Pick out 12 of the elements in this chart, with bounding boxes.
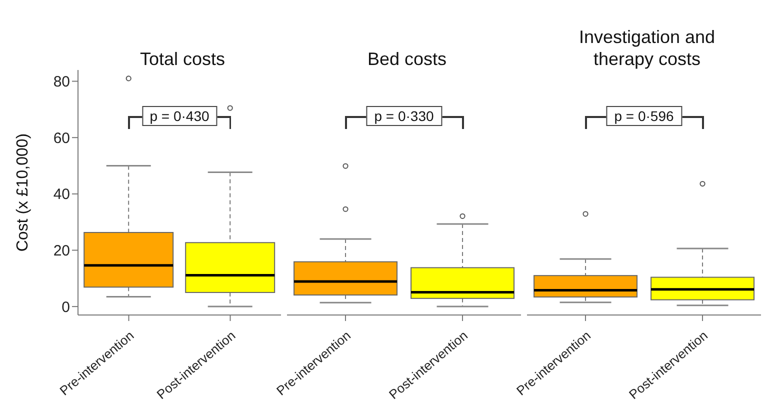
y-tick-label: 0 (62, 298, 70, 316)
annotation: p = 0·330 (374, 108, 434, 124)
y-axis-title: Cost (x £10,000) (14, 133, 32, 252)
y-tick-label: 60 (53, 130, 70, 147)
chart-title: Bed costs (367, 48, 447, 70)
y-tick-label: 40 (53, 186, 70, 204)
annotation: p = 0·430 (150, 108, 210, 124)
chart-title: Total costs (140, 48, 226, 70)
chart-title: Investigation and therapy costs (578, 26, 716, 70)
y-tick-label: 80 (53, 74, 70, 91)
y-tick-label: 20 (53, 242, 70, 260)
annotation: p = 0·596 (614, 108, 674, 124)
